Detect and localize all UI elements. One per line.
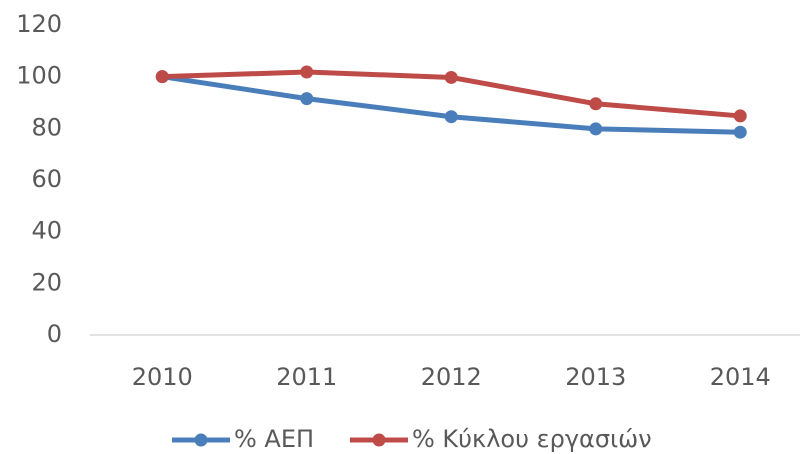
point (733, 125, 747, 139)
x-tick-label: 2012 (421, 363, 482, 391)
legend-marker (372, 433, 386, 447)
y-tick-label: 0 (47, 320, 62, 348)
point (300, 92, 314, 106)
y-tick-label: 80 (31, 113, 62, 141)
x-tick-label: 2013 (565, 363, 626, 391)
point (300, 65, 314, 79)
point (155, 70, 169, 84)
point (733, 109, 747, 123)
point (444, 70, 458, 84)
x-tick-label: 2010 (132, 363, 193, 391)
y-tick-label: 120 (16, 10, 62, 38)
x-tick-label: 2011 (276, 363, 337, 391)
legend-marker (194, 433, 208, 447)
y-tick-label: 60 (31, 165, 62, 193)
point (589, 97, 603, 111)
y-tick-label: 20 (31, 268, 62, 296)
point (444, 110, 458, 124)
y-tick-label: 100 (16, 62, 62, 90)
y-tick-label: 40 (31, 217, 62, 245)
x-tick-label: 2014 (710, 363, 771, 391)
legend-label: % ΑΕΠ (234, 425, 314, 453)
series-line (161, 74, 741, 135)
legend-label: % Κύκλου εργασιών (412, 425, 652, 453)
point (589, 122, 603, 136)
